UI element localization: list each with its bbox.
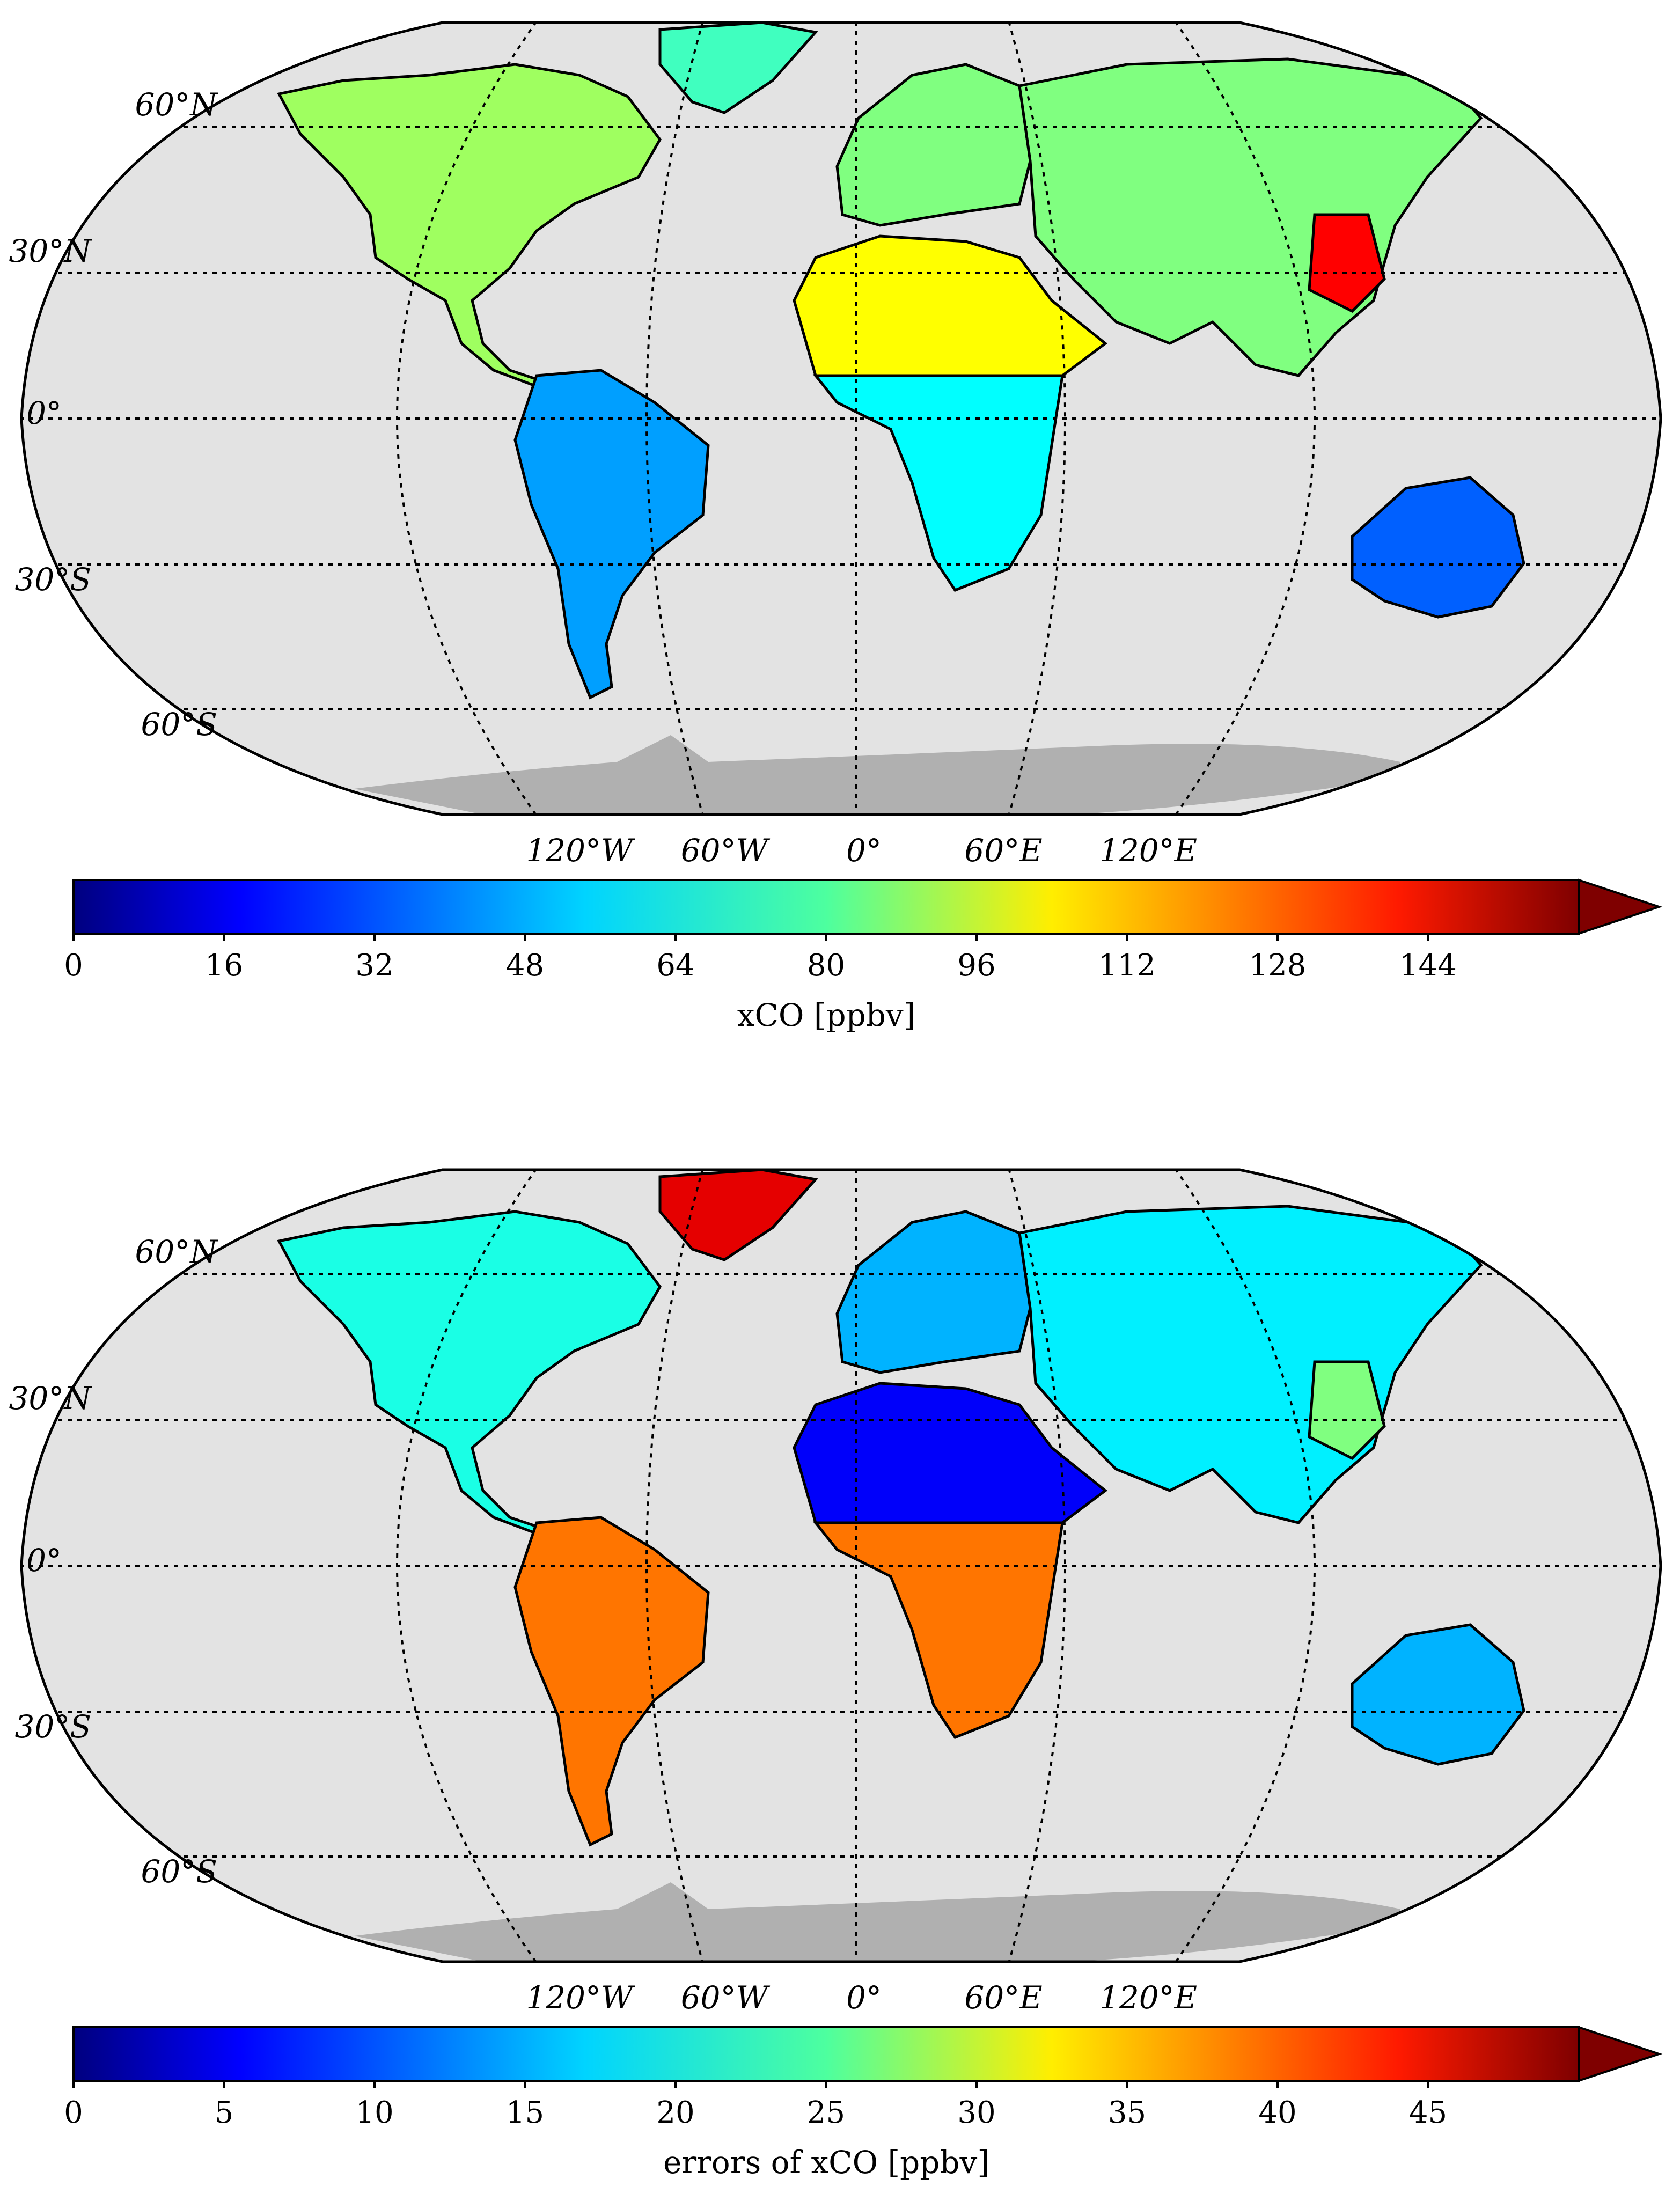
north-america bbox=[277, 63, 662, 393]
colorbar-tick-label: 25 bbox=[807, 2095, 845, 2130]
lon-label-60e: 60°E bbox=[964, 832, 1042, 869]
lat-label-30s: 30°S bbox=[14, 561, 91, 598]
colorbar-label: errors of xCO [ppbv] bbox=[663, 2144, 989, 2181]
colorbar-tick-label: 128 bbox=[1249, 948, 1307, 983]
colorbar-tick-label: 15 bbox=[506, 2095, 544, 2130]
colorbar-tick-label: 20 bbox=[656, 2095, 694, 2130]
colorbar-tick-label: 0 bbox=[64, 2095, 83, 2130]
lon-label-0: 0° bbox=[846, 832, 882, 869]
africa-south bbox=[812, 374, 1064, 592]
colorbar-tick-label: 64 bbox=[656, 948, 694, 983]
lat-label-30s: 30°S bbox=[14, 1708, 91, 1745]
colorbar-ticks: 0 16 32 48 64 80 96 112 128 144 bbox=[64, 934, 1457, 983]
xco-map: 60°N 30°N 0° 30°S 60°S 120°W 60°W 0° 60°… bbox=[9, 21, 1663, 1033]
africa-south bbox=[812, 1521, 1064, 1740]
colorbar-tick-label: 48 bbox=[506, 948, 544, 983]
greenland bbox=[658, 1170, 818, 1261]
colorbar-extend-arrow bbox=[1578, 878, 1663, 935]
colorbar-tick-label: 10 bbox=[355, 2095, 393, 2130]
lon-label-60w: 60°W bbox=[681, 832, 771, 869]
xco-errors-map: 60°N 30°N 0° 30°S 60°S 120°W 60°W 0° 60°… bbox=[9, 1168, 1663, 2181]
lat-label-0: 0° bbox=[26, 1542, 62, 1579]
lon-label-120w: 120°W bbox=[526, 832, 635, 869]
colorbar-tick-label: 144 bbox=[1399, 948, 1457, 983]
colorbar-tick-label: 5 bbox=[215, 2095, 234, 2130]
colorbar: 0 16 32 48 64 80 96 112 128 144 xCO [ppbv] bbox=[64, 878, 1663, 1033]
antarctica bbox=[354, 735, 1400, 815]
graticule bbox=[21, 23, 1661, 815]
colorbar-tick-label: 0 bbox=[64, 948, 83, 983]
lat-label-60s: 60°S bbox=[141, 1853, 217, 1890]
xco-map-panel: 60°N 30°N 0° 30°S 60°S 120°W 60°W 0° 60°… bbox=[0, 0, 1680, 1052]
colorbar-tick-label: 40 bbox=[1258, 2095, 1296, 2130]
colorbar-tick-label: 32 bbox=[355, 948, 393, 983]
north-america bbox=[277, 1210, 662, 1540]
colorbar-tick-label: 30 bbox=[957, 2095, 995, 2130]
colorbar: 0 5 10 15 20 25 30 35 40 45 errors of xCO [ppbv] bbox=[64, 2026, 1663, 2181]
colorbar-label: xCO [ppbv] bbox=[737, 997, 915, 1033]
antarctica bbox=[354, 1882, 1400, 1962]
south-america bbox=[513, 369, 710, 700]
south-america bbox=[513, 1516, 710, 1847]
east-china bbox=[1308, 1360, 1386, 1461]
xco-errors-map-panel: 60°N 30°N 0° 30°S 60°S 120°W 60°W 0° 60°… bbox=[0, 1100, 1680, 2201]
colorbar-ticks: 0 5 10 15 20 25 30 35 40 45 bbox=[64, 2081, 1447, 2130]
greenland bbox=[658, 23, 818, 114]
land-masses bbox=[277, 23, 1525, 700]
colorbar-tick-label: 45 bbox=[1409, 2095, 1447, 2130]
australia bbox=[1351, 1623, 1525, 1766]
lat-label-60n: 60°N bbox=[135, 86, 218, 123]
colorbar-tick-label: 16 bbox=[205, 948, 243, 983]
lon-label-60w: 60°W bbox=[681, 1979, 771, 2016]
colorbar-tick-label: 112 bbox=[1098, 948, 1156, 983]
colorbar-ramp bbox=[72, 2026, 1580, 2082]
land-masses bbox=[277, 1170, 1525, 1847]
lon-label-0: 0° bbox=[846, 1979, 882, 2016]
colorbar-ramp bbox=[72, 879, 1580, 935]
lon-label-120w: 120°W bbox=[526, 1979, 635, 2016]
map-border bbox=[20, 1168, 1662, 1963]
lat-label-60n: 60°N bbox=[135, 1234, 218, 1270]
lat-label-30n: 30°N bbox=[9, 1380, 92, 1417]
colorbar-extend-arrow bbox=[1578, 2026, 1663, 2082]
lon-label-120e: 120°E bbox=[1099, 832, 1197, 869]
colorbar-tick-label: 35 bbox=[1108, 2095, 1146, 2130]
colorbar-tick-label: 96 bbox=[957, 948, 995, 983]
australia bbox=[1351, 476, 1525, 619]
lat-label-60s: 60°S bbox=[141, 706, 217, 743]
lon-label-60e: 60°E bbox=[964, 1979, 1042, 2016]
lon-label-120e: 120°E bbox=[1099, 1979, 1197, 2016]
colorbar-tick-label: 80 bbox=[807, 948, 845, 983]
map-border bbox=[20, 21, 1662, 816]
east-china bbox=[1308, 213, 1386, 313]
graticule bbox=[21, 1170, 1661, 1962]
lat-label-30n: 30°N bbox=[9, 233, 92, 269]
lat-label-0: 0° bbox=[26, 395, 62, 431]
